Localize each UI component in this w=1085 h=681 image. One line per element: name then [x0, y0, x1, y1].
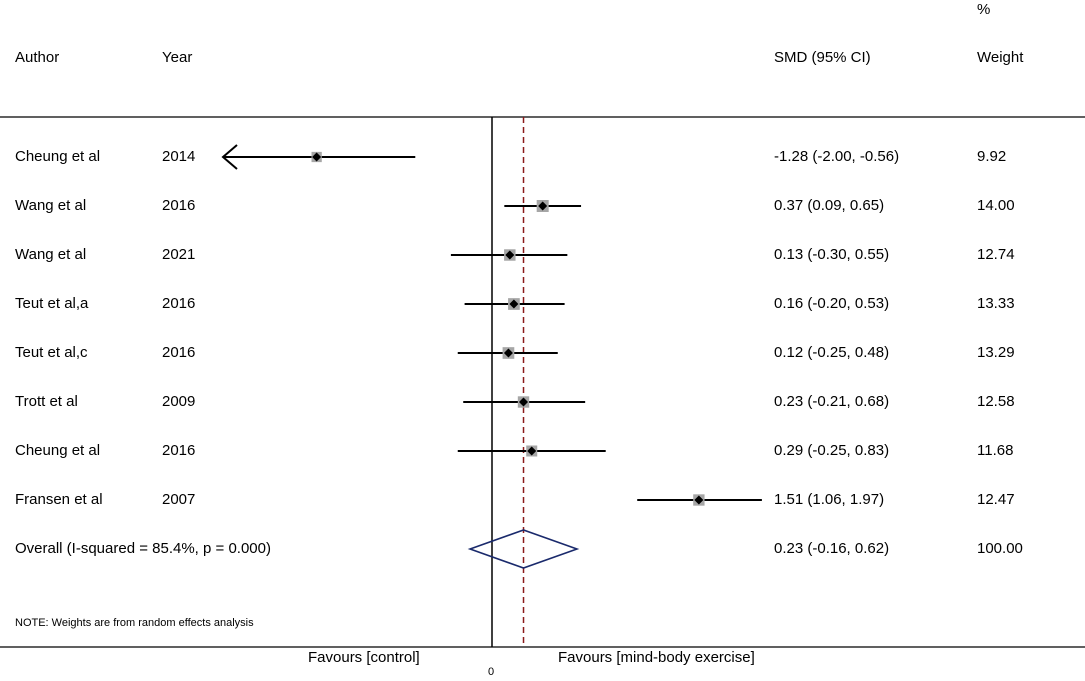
overall-ci: 0.23 (-0.16, 0.62)	[774, 540, 890, 557]
study-author: Trott et al	[15, 393, 78, 410]
study-year: 2009	[162, 393, 196, 410]
study-weight: 12.58	[977, 393, 1015, 410]
favours-control-label: Favours [control]	[308, 649, 420, 666]
study-author: Cheung et al	[15, 148, 101, 165]
study-year: 2021	[162, 246, 196, 263]
study-ci: 0.37 (0.09, 0.65)	[774, 197, 885, 214]
study-author: Wang et al	[15, 197, 87, 214]
header-year: Year	[162, 49, 193, 66]
study-ci: 1.51 (1.06, 1.97)	[774, 491, 885, 508]
point-estimate-marker	[538, 201, 548, 211]
study-weight: 13.33	[977, 295, 1015, 312]
study-year: 2016	[162, 295, 196, 312]
point-estimate-marker	[312, 152, 322, 162]
study-weight: 14.00	[977, 197, 1015, 214]
study-ci: -1.28 (-2.00, -0.56)	[774, 148, 900, 165]
study-author: Teut et al,c	[15, 344, 88, 361]
study-author: Teut et al,a	[15, 295, 89, 312]
study-year: 2014	[162, 148, 196, 165]
study-year: 2016	[162, 197, 196, 214]
study-weight: 12.74	[977, 246, 1015, 263]
point-estimate-marker	[527, 446, 537, 456]
study-ci: 0.12 (-0.25, 0.48)	[774, 344, 890, 361]
header-weight: Weight	[977, 49, 1024, 66]
point-estimate-marker	[503, 348, 513, 358]
study-year: 2016	[162, 442, 196, 459]
study-year: 2016	[162, 344, 196, 361]
overall-weight: 100.00	[977, 540, 1023, 557]
note-text: NOTE: Weights are from random effects an…	[15, 617, 254, 629]
point-estimate-marker	[509, 299, 519, 309]
study-weight: 9.92	[977, 148, 1007, 165]
favours-mind-body-label: Favours [mind-body exercise]	[558, 649, 755, 666]
overall-diamond	[467, 529, 580, 569]
study-weight: 11.68	[977, 442, 1014, 459]
axis-zero-label: 0	[488, 666, 495, 678]
study-author: Fransen et al	[15, 491, 103, 508]
header-weight-pct: %	[977, 1, 991, 18]
study-weight: 13.29	[977, 344, 1015, 361]
ci-truncation-arrow	[221, 144, 238, 170]
header-smd: SMD (95% CI)	[774, 49, 871, 66]
study-author: Cheung et al	[15, 442, 101, 459]
point-estimate-marker	[694, 495, 704, 505]
study-weight: 12.47	[977, 491, 1015, 508]
study-year: 2007	[162, 491, 196, 508]
study-ci: 0.23 (-0.21, 0.68)	[774, 393, 890, 410]
study-ci: 0.16 (-0.20, 0.53)	[774, 295, 890, 312]
study-ci: 0.13 (-0.30, 0.55)	[774, 246, 890, 263]
header-author: Author	[15, 49, 60, 66]
study-author: Wang et al	[15, 246, 87, 263]
study-ci: 0.29 (-0.25, 0.83)	[774, 442, 890, 459]
point-estimate-marker	[505, 250, 515, 260]
point-estimate-marker	[519, 397, 529, 407]
overall-label: Overall (I-squared = 85.4%, p = 0.000)	[15, 540, 271, 557]
